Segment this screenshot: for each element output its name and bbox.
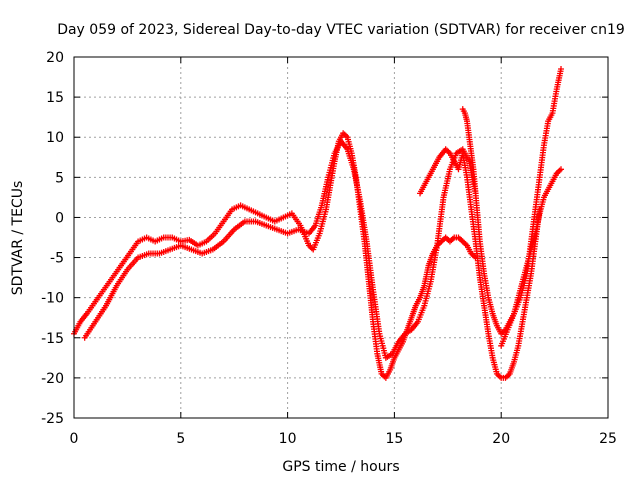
x-tick-label: 20 xyxy=(492,431,510,447)
y-tick-label: -15 xyxy=(41,331,64,347)
data-point xyxy=(558,66,565,73)
x-tick-label: 5 xyxy=(176,431,185,447)
y-tick-label: -25 xyxy=(41,411,64,427)
series-track-e xyxy=(498,66,565,349)
y-tick-label: 0 xyxy=(55,210,64,226)
y-tick-label: 20 xyxy=(46,50,64,66)
series-track-c xyxy=(417,146,543,381)
y-tick-label: -5 xyxy=(50,251,64,267)
y-tick-label: -20 xyxy=(41,371,64,387)
y-tick-labels: 20 15 10 5 0 -5 -10 -15 -20 -25 xyxy=(41,50,64,427)
y-tick-label: 10 xyxy=(46,130,64,146)
y-axis-label: SDTVAR / TECUs xyxy=(10,181,26,296)
x-tick-label: 15 xyxy=(385,431,403,447)
chart-title: Day 059 of 2023, Sidereal Day-to-day VTE… xyxy=(57,22,625,38)
x-tick-labels: 0 5 10 15 20 25 xyxy=(70,431,617,447)
axis-ticks xyxy=(73,56,609,419)
data-point xyxy=(558,166,565,173)
y-tick-label: 15 xyxy=(46,90,64,106)
x-tick-label: 25 xyxy=(599,431,617,447)
y-tick-label: -10 xyxy=(41,291,64,307)
x-tick-label: 10 xyxy=(279,431,297,447)
data-points xyxy=(71,66,565,381)
x-tick-label: 0 xyxy=(70,431,79,447)
y-tick-label: 5 xyxy=(55,170,64,186)
x-axis-label: GPS time / hours xyxy=(282,459,399,475)
plot-frame xyxy=(73,56,609,419)
